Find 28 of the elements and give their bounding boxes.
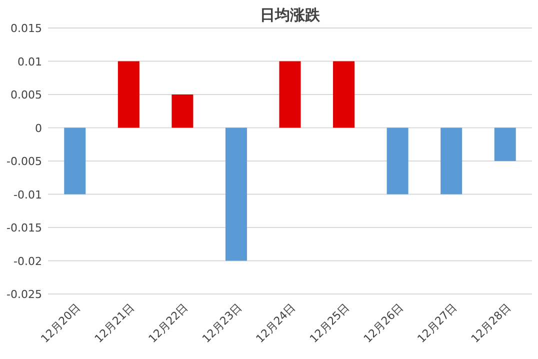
y-tick-label: -0.005 <box>6 155 42 168</box>
bar <box>118 61 140 128</box>
x-tick-label: 12月22日 <box>146 300 191 346</box>
y-tick-label: 0.005 <box>10 88 42 102</box>
x-tick-label: 12月25日 <box>307 300 352 346</box>
y-tick-label: -0.015 <box>6 222 42 234</box>
bar <box>172 94 194 128</box>
x-tick-label: 12月28日 <box>468 300 514 346</box>
x-tick-label: 12月21日 <box>92 300 137 346</box>
x-tick-label: 12月27日 <box>414 300 460 346</box>
y-tick-label: 0.01 <box>18 55 42 68</box>
bar <box>333 61 355 128</box>
x-tick-label: 12月24日 <box>254 300 298 346</box>
x-tick-label: 12月26日 <box>361 300 406 346</box>
y-tick-label: -0.01 <box>14 188 42 202</box>
bar <box>279 61 301 128</box>
x-tick-label: 12月20日 <box>38 300 84 346</box>
bar <box>494 128 516 161</box>
y-tick-label: -0.025 <box>6 288 42 301</box>
bar <box>440 128 462 194</box>
y-tick-label: -0.02 <box>14 254 42 268</box>
x-tick-label: 12月23日 <box>200 300 244 346</box>
bar <box>386 128 408 194</box>
bar <box>225 128 247 261</box>
y-tick-label: 0.015 <box>10 22 42 35</box>
y-tick-label: 0 <box>35 122 42 135</box>
chart-title: 日均涨跌 <box>260 6 321 24</box>
bar <box>64 128 86 194</box>
